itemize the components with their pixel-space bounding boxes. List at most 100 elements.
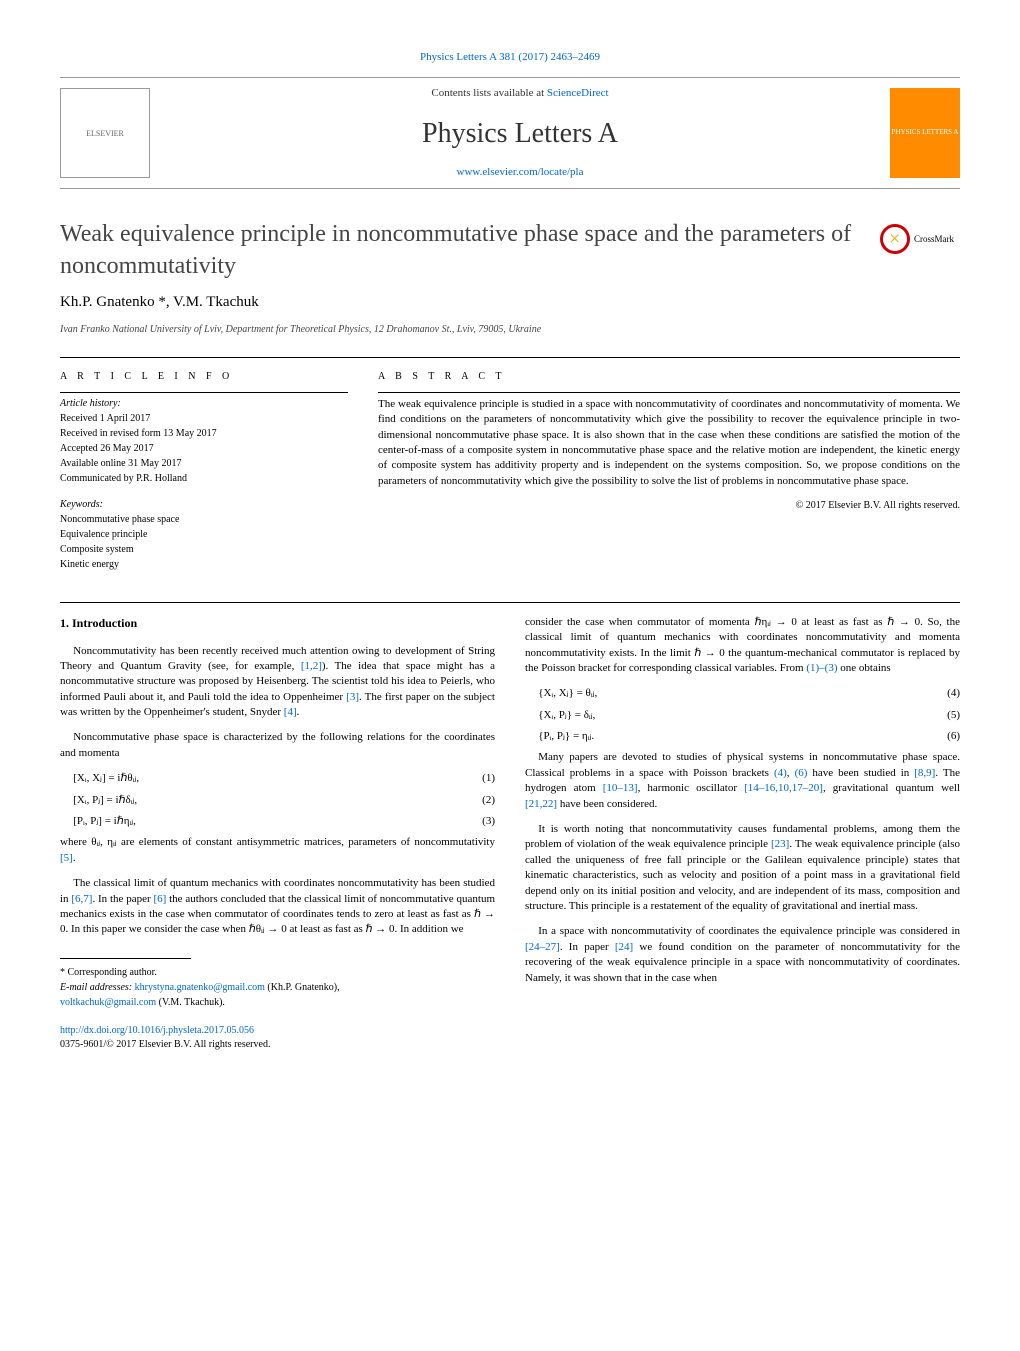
citation-link[interactable]: [24] [615,941,633,953]
text: have been studied in [807,767,914,779]
text: . In paper [560,941,615,953]
title-row: Weak equivalence principle in noncommuta… [60,219,960,281]
article-info-label: A R T I C L E I N F O [60,370,348,384]
divider-top [60,357,960,358]
equation-number: (2) [482,793,495,808]
crossmark-button[interactable]: CrossMark [880,219,960,259]
crossmark-label: CrossMark [914,233,954,246]
abstract-label: A B S T R A C T [378,370,960,384]
paragraph: Noncommutativity has been recently recei… [60,644,495,721]
keyword: Equivalence principle [60,527,348,542]
keywords-label: Keywords: [60,498,348,512]
citation-link[interactable]: (4) [774,767,787,779]
citation-link[interactable]: [4] [284,706,297,718]
citation-link[interactable]: [10–13] [603,782,638,794]
abstract-copyright: © 2017 Elsevier B.V. All rights reserved… [378,499,960,513]
equation-4: {Xᵢ, Xⱼ} = θᵢⱼ, (4) [525,686,960,701]
keyword: Noncommutative phase space [60,512,348,527]
corresponding-author: * Corresponding author. [60,965,495,980]
citation-link[interactable]: [24–27] [525,941,560,953]
elsevier-label: ELSEVIER [86,128,124,139]
citation-link-text[interactable]: Physics Letters A 381 (2017) 2463–2469 [420,51,600,63]
text: where θᵢⱼ, ηᵢⱼ are elements of constant … [60,836,495,848]
text: , harmonic oscillator [638,782,745,794]
citation-link[interactable]: Physics Letters A 381 (2017) 2463–2469 [60,50,960,65]
keyword: Composite system [60,542,348,557]
citation-link[interactable]: [6,7] [71,893,92,905]
email-link[interactable]: khrystyna.gnatenko@gmail.com [135,982,265,993]
issn-copyright: 0375-9601/© 2017 Elsevier B.V. All right… [60,1039,270,1050]
doi-link[interactable]: http://dx.doi.org/10.1016/j.physleta.201… [60,1025,254,1036]
citation-link[interactable]: [8,9] [914,767,935,779]
body-columns: 1. Introduction Noncommutativity has bee… [60,615,960,1052]
journal-header: ELSEVIER Contents lists available at Sci… [60,77,960,189]
citation-link[interactable]: (1)–(3) [806,662,837,674]
info-divider [60,392,348,393]
keyword: Kinetic energy [60,557,348,572]
text: In a space with noncommutativity of coor… [538,925,960,937]
history-label: Article history: [60,397,348,411]
accepted-date: Accepted 26 May 2017 [60,441,348,456]
equation-text: {Xᵢ, Pⱼ} = δᵢⱼ, [525,708,595,723]
paragraph: The classical limit of quantum mechanics… [60,876,495,938]
abstract-divider [378,392,960,393]
text: . [73,852,76,864]
right-column: consider the case when commutator of mom… [525,615,960,1052]
footnote-block: * Corresponding author. E-mail addresses… [60,965,495,1010]
journal-url[interactable]: www.elsevier.com/locate/pla [457,166,584,178]
article-info-column: A R T I C L E I N F O Article history: R… [60,370,348,572]
received-date: Received 1 April 2017 [60,411,348,426]
equation-number: (6) [947,729,960,744]
communicated-by: Communicated by P.R. Holland [60,471,348,486]
text: (Kh.P. Gnatenko), [265,982,340,993]
equation-text: [Pᵢ, Pⱼ] = iℏηᵢⱼ, [60,814,136,829]
authors-text: Kh.P. Gnatenko *, V.M. Tkachuk [60,294,259,310]
text: have been considered. [557,798,657,810]
paragraph: It is worth noting that noncommutativity… [525,822,960,914]
journal-cover-thumbnail[interactable]: PHYSICS LETTERS A [890,88,960,178]
left-column: 1. Introduction Noncommutativity has bee… [60,615,495,1052]
paragraph: In a space with noncommutativity of coor… [525,924,960,986]
email-link[interactable]: voltkachuk@gmail.com [60,997,156,1008]
text: , gravitational quantum well [823,782,960,794]
citation-link[interactable]: [3] [346,691,359,703]
equation-1: [Xᵢ, Xⱼ] = iℏθᵢⱼ, (1) [60,771,495,786]
equation-3: [Pᵢ, Pⱼ] = iℏηᵢⱼ, (3) [60,814,495,829]
keywords-block: Keywords: Noncommutative phase space Equ… [60,498,348,572]
text: . In the paper [92,893,153,905]
email-label: E-mail addresses: [60,982,135,993]
equation-number: (1) [482,771,495,786]
doi-block: http://dx.doi.org/10.1016/j.physleta.201… [60,1024,495,1052]
crossmark-icon [880,224,910,254]
paragraph: Many papers are devoted to studies of ph… [525,750,960,812]
paragraph: Noncommutative phase space is characteri… [60,730,495,761]
citation-link[interactable]: [6] [153,893,166,905]
footnote-separator [60,958,191,959]
citation-link[interactable]: [14–16,10,17–20] [744,782,823,794]
equation-text: [Xᵢ, Xⱼ] = iℏθᵢⱼ, [60,771,139,786]
equation-6: {Pᵢ, Pⱼ} = ηᵢⱼ. (6) [525,729,960,744]
cover-label: PHYSICS LETTERS A [892,128,959,138]
revised-date: Received in revised form 13 May 2017 [60,426,348,441]
citation-link[interactable]: [23] [771,838,789,850]
citation-link[interactable]: (6) [795,767,808,779]
citation-link[interactable]: [21,22] [525,798,557,810]
text: consider the case when commutator of mom… [525,616,960,674]
authors: Kh.P. Gnatenko *, V.M. Tkachuk [60,292,960,313]
equation-text: {Pᵢ, Pⱼ} = ηᵢⱼ. [525,729,594,744]
divider-bottom [60,602,960,603]
citation-link[interactable]: [5] [60,852,73,864]
info-abstract-row: A R T I C L E I N F O Article history: R… [60,370,960,572]
sciencedirect-link[interactable]: ScienceDirect [547,87,609,99]
equation-number: (5) [947,708,960,723]
article-title: Weak equivalence principle in noncommuta… [60,219,880,281]
paragraph: consider the case when commutator of mom… [525,615,960,677]
online-date: Available online 31 May 2017 [60,456,348,471]
citation-link[interactable]: [1,2] [301,660,322,672]
text: (V.M. Tkachuk). [156,997,225,1008]
elsevier-logo[interactable]: ELSEVIER [60,88,150,178]
equation-number: (3) [482,814,495,829]
abstract-text: The weak equivalence principle is studie… [378,397,960,489]
text: one obtains [838,662,891,674]
equation-5: {Xᵢ, Pⱼ} = δᵢⱼ, (5) [525,708,960,723]
